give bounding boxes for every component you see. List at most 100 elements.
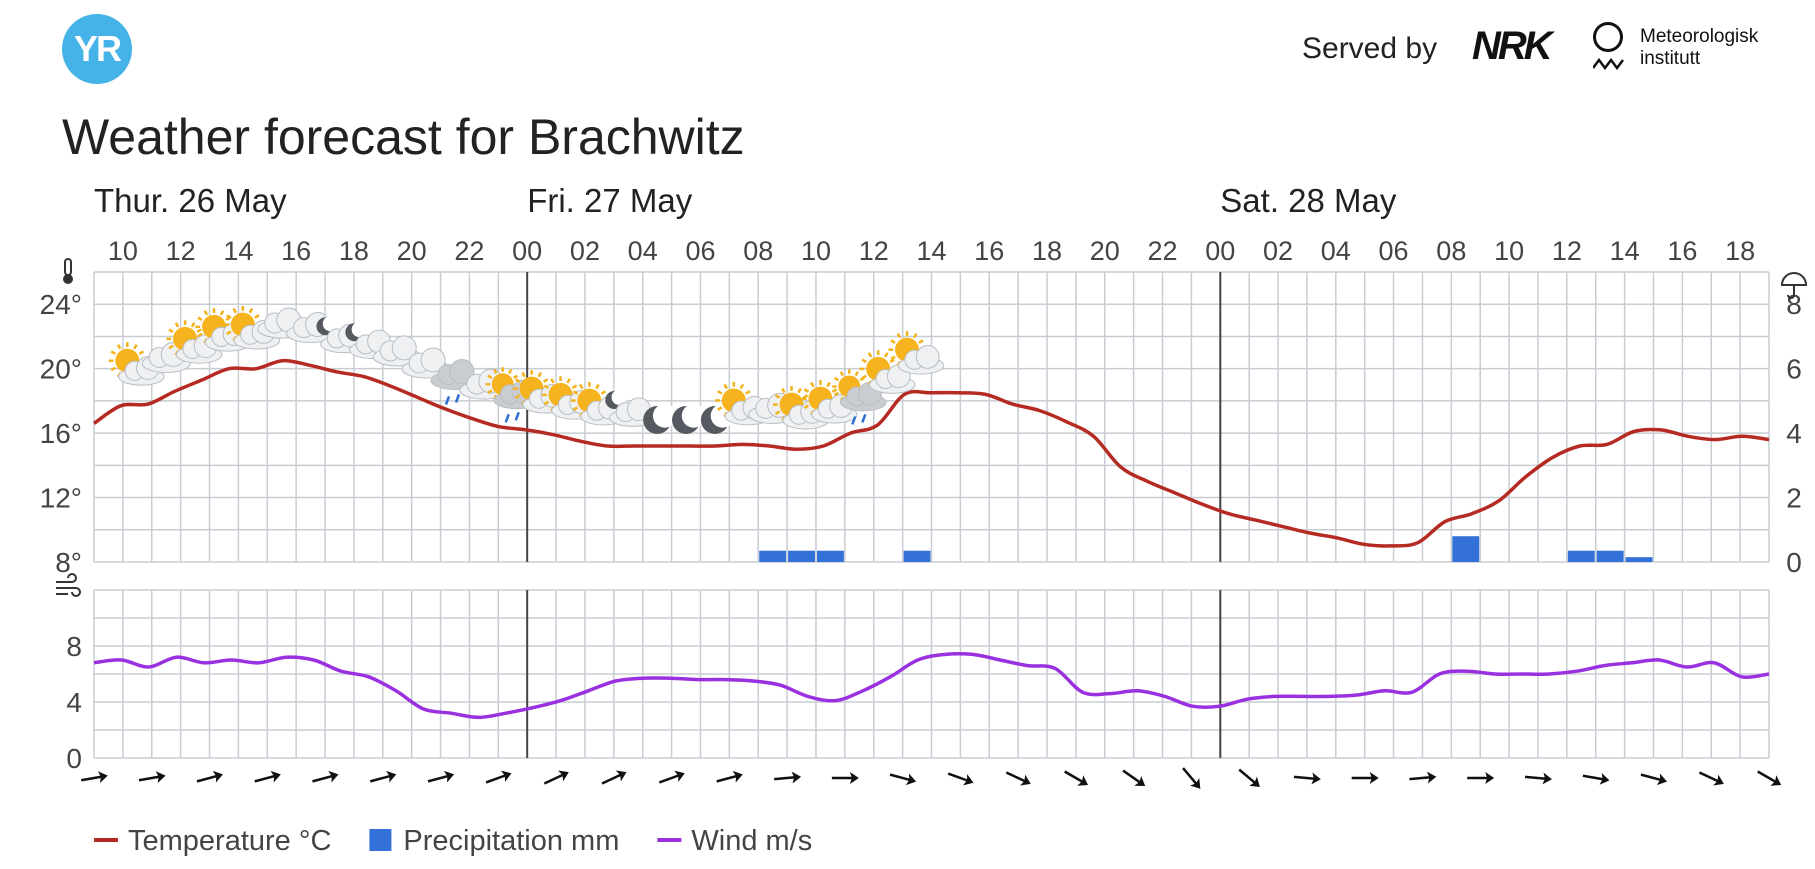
cloudy-icon — [401, 347, 451, 379]
sun-ray — [493, 368, 498, 374]
precipitation-bar — [1596, 550, 1624, 562]
legend-swatch — [369, 829, 392, 851]
sun-ray — [890, 339, 896, 344]
thermometer-bulb — [63, 274, 73, 284]
sun-ray — [854, 371, 859, 377]
wind-arrow-icon — [716, 770, 743, 783]
wind-arrow-icon — [601, 770, 627, 785]
sun-ray — [774, 410, 781, 415]
wind-arrow-head — [386, 770, 397, 783]
sun-ray — [912, 332, 918, 339]
wind-arrow-shaft — [1064, 770, 1087, 785]
wind-tick-label: 0 — [66, 743, 82, 774]
sun-ray — [833, 376, 839, 382]
partly-cloudy-day-icon — [888, 331, 945, 375]
sun-ray — [514, 394, 521, 400]
page-title: Weather forecast for Brachwitz — [62, 109, 745, 165]
yr-logo[interactable]: YR — [62, 14, 132, 84]
sun-ray — [254, 314, 260, 319]
day-label: Thur. 26 May — [94, 182, 287, 219]
wind-arrow-head — [212, 770, 224, 783]
temp-tick-label: 12° — [40, 483, 82, 514]
wind-arrow-icon — [1351, 772, 1379, 784]
day-label: Fri. 27 May — [527, 182, 693, 219]
wind-arrow-icon — [312, 770, 339, 783]
hour-tick-label: 04 — [628, 236, 658, 266]
met-logo-icon — [1593, 22, 1623, 52]
legend-label: Wind m/s — [691, 825, 812, 857]
wind-line — [93, 651, 1770, 720]
wind-icon — [56, 573, 81, 597]
legend-label: Precipitation mm — [403, 825, 619, 857]
wind-arrow-shaft — [312, 773, 336, 783]
sun-ray — [248, 307, 254, 314]
met-logo-line2: institutt — [1640, 48, 1701, 69]
chart-grid — [93, 271, 1770, 759]
day-label: Sat. 28 May — [1220, 182, 1397, 219]
temp-tick-label: 24° — [40, 289, 82, 320]
hour-tick-label: 10 — [801, 236, 831, 266]
cloud-puff — [391, 335, 417, 361]
raindrop — [444, 396, 451, 405]
wind-arrow-head — [328, 770, 339, 783]
wind-arrow-shaft — [254, 773, 279, 783]
nrk-logo[interactable]: NRK — [1472, 24, 1553, 68]
sun-ray — [203, 310, 209, 316]
sun-ray — [514, 378, 521, 383]
wind-arrow-shaft — [1122, 769, 1144, 786]
hour-tick-label: 12 — [859, 236, 889, 266]
moon-icon — [700, 403, 735, 434]
sun-ray — [802, 394, 809, 399]
sun-ray — [717, 406, 723, 411]
sun-ray — [797, 387, 802, 394]
temp-tick-label: 16° — [40, 418, 82, 449]
wind-arrow-icon — [889, 773, 917, 786]
sun-ray — [133, 344, 138, 350]
wind-arrow-head — [1599, 772, 1610, 785]
wind-arrow-head — [674, 770, 685, 782]
hour-tick-label: 12 — [166, 236, 196, 266]
precip-tick-label: 2 — [1786, 483, 1802, 514]
partly-cloudy-day-icon — [801, 380, 858, 424]
wind-arrow-icon — [1409, 771, 1437, 784]
temp-tick-label: 8° — [55, 547, 82, 578]
cloud-puff — [449, 358, 475, 384]
wind-arrow-shaft — [658, 773, 683, 784]
hour-tick-label: 16 — [281, 236, 311, 266]
met-logo-text[interactable]: Meteorologisk institutt — [1640, 26, 1758, 70]
sun-ray — [739, 383, 745, 390]
wind-arrow-shaft — [1238, 768, 1259, 787]
sun-ray — [745, 390, 751, 395]
wind-arrow-icon — [543, 770, 569, 785]
moon-cut — [611, 389, 627, 405]
wind-arrow-head — [905, 773, 917, 786]
sun-ray — [226, 330, 232, 336]
wind-arrow-head — [791, 771, 802, 784]
hour-tick-label: 14 — [1610, 236, 1640, 266]
wind-arrow-head — [443, 770, 455, 783]
sun-ray — [803, 404, 810, 410]
precipitation-bar — [1625, 557, 1653, 562]
wind-arrow-icon — [254, 770, 281, 783]
precipitation-bar — [1452, 536, 1480, 562]
moon-icon — [643, 403, 677, 434]
wind-arrow-icon — [1582, 772, 1610, 785]
wind-arrow-icon — [485, 770, 512, 784]
sun-ray — [571, 384, 578, 390]
legend-label: Temperature °C — [128, 825, 331, 857]
wind-arrow-head — [1020, 774, 1031, 786]
wind-arrow-icon — [80, 771, 108, 784]
hour-tick-label: 08 — [1436, 236, 1466, 266]
precip-tick-label: 6 — [1786, 354, 1802, 385]
wind-arrow-shaft — [1182, 767, 1200, 788]
wind-arrow-shaft — [889, 773, 914, 783]
wind-arrow-shaft — [1698, 771, 1722, 784]
wind-arrow-icon — [1238, 768, 1260, 787]
thermometer-stem — [64, 258, 72, 276]
moon-cut — [681, 403, 706, 428]
wind-arrow-icon — [1064, 770, 1089, 786]
met-wave-icon — [1593, 58, 1624, 70]
wind-arrow-icon — [427, 770, 455, 783]
wind-arrow-head — [1426, 771, 1437, 784]
